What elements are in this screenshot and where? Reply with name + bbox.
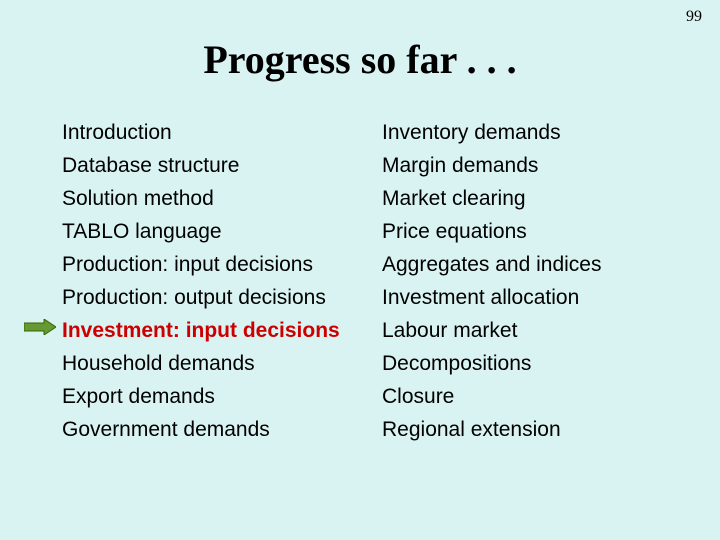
list-item: Production: input decisions	[62, 248, 382, 281]
page-number: 99	[686, 8, 702, 26]
list-item: Production: output decisions	[62, 281, 382, 314]
list-item: Closure	[382, 380, 682, 413]
list-item: Price equations	[382, 215, 682, 248]
list-item-current: Investment: input decisions	[62, 314, 382, 347]
list-item: Export demands	[62, 380, 382, 413]
arrow-icon	[24, 319, 56, 335]
list-item: Government demands	[62, 413, 382, 446]
list-item: Decompositions	[382, 347, 682, 380]
list-item: Introduction	[62, 116, 382, 149]
list-item: Solution method	[62, 182, 382, 215]
list-item: Database structure	[62, 149, 382, 182]
list-item: Market clearing	[382, 182, 682, 215]
content-columns: Introduction Database structure Solution…	[62, 116, 680, 446]
list-item: Investment allocation	[382, 281, 682, 314]
page-title: Progress so far . . .	[0, 36, 720, 83]
list-item: Inventory demands	[382, 116, 682, 149]
left-column: Introduction Database structure Solution…	[62, 116, 382, 446]
list-item: Regional extension	[382, 413, 682, 446]
list-item: Household demands	[62, 347, 382, 380]
list-item: TABLO language	[62, 215, 382, 248]
list-item: Margin demands	[382, 149, 682, 182]
list-item: Labour market	[382, 314, 682, 347]
right-column: Inventory demands Margin demands Market …	[382, 116, 682, 446]
list-item: Aggregates and indices	[382, 248, 682, 281]
